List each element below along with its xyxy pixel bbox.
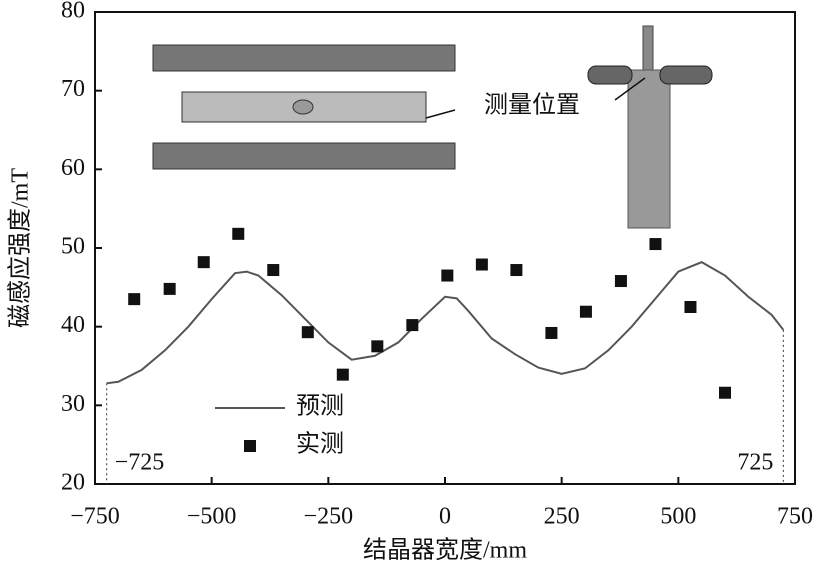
y-tick-label: 40 <box>61 312 85 338</box>
measured-point <box>128 293 141 306</box>
measured-point <box>197 256 210 269</box>
measured-point <box>336 368 349 381</box>
measured-point <box>684 301 697 313</box>
x-tick-label: −750 <box>70 504 120 530</box>
y-tick-label: 20 <box>61 470 85 496</box>
x-tick-label: 500 <box>660 504 696 530</box>
inset-rollers <box>152 44 456 170</box>
y-tick-label: 80 <box>61 0 85 24</box>
legend-swatch <box>244 440 256 452</box>
inset-label: 测量位置 <box>484 92 580 119</box>
x-tick-label: 250 <box>544 504 580 530</box>
measured-point <box>475 258 488 271</box>
measured-point <box>649 238 662 251</box>
measured-point <box>301 326 314 339</box>
legend-label: 预测 <box>296 393 344 420</box>
measured-point <box>719 386 731 399</box>
y-tick-label: 70 <box>61 76 85 102</box>
y-tick-label: 60 <box>61 155 85 181</box>
x-tick-label: −250 <box>304 504 354 530</box>
legend-label: 实测 <box>296 431 344 458</box>
measured-point <box>232 227 245 240</box>
y-tick-label: 50 <box>61 234 85 260</box>
y-axis-label: 磁感应强度/mT <box>7 168 34 328</box>
x-tick-label: 750 <box>777 504 813 530</box>
measured-point <box>267 264 280 277</box>
x-tick-label: −500 <box>187 504 237 530</box>
prediction-line <box>106 261 785 385</box>
measured-point <box>441 269 454 282</box>
measured-point <box>406 319 419 332</box>
measured-point <box>579 305 592 318</box>
measured-point <box>545 326 558 339</box>
measured-point <box>163 282 176 295</box>
measured-point <box>510 264 523 277</box>
measured-point <box>614 275 627 288</box>
y-tick-label: 30 <box>61 391 85 417</box>
inset-nozzle <box>587 25 713 229</box>
boundary-label: −725 <box>115 450 165 476</box>
boundary-label: 725 <box>737 450 773 476</box>
x-tick-label: 0 <box>439 504 451 530</box>
x-axis-label: 结晶器宽度/mm <box>363 537 527 564</box>
measured-point <box>371 340 384 353</box>
